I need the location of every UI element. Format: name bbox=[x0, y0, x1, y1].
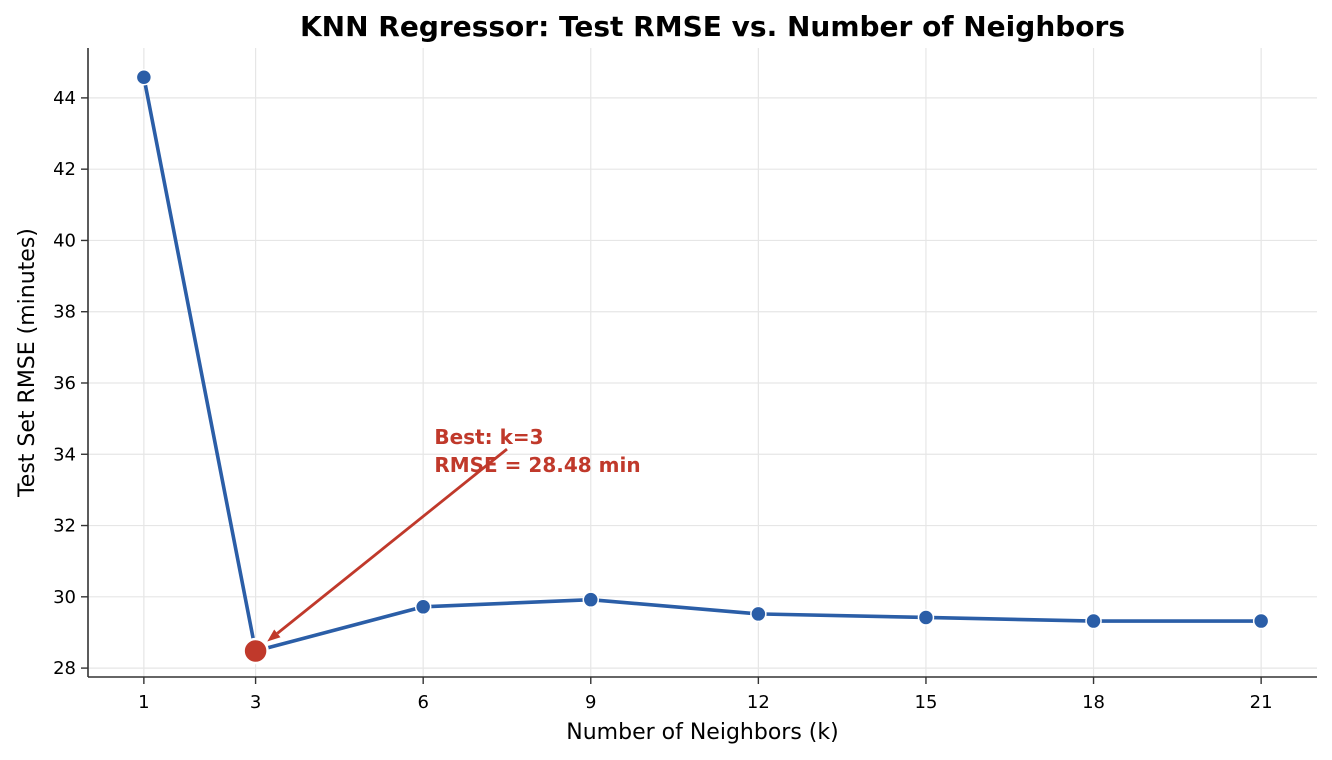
x-tick-label: 15 bbox=[915, 692, 938, 713]
y-tick-label: 32 bbox=[53, 516, 76, 537]
annotation: Best: k=3 RMSE = 28.48 min bbox=[267, 425, 641, 642]
x-tick-label: 9 bbox=[585, 692, 596, 713]
annotation-arrow bbox=[276, 448, 508, 635]
data-point bbox=[750, 605, 767, 623]
x-tick-label: 1 bbox=[138, 692, 149, 713]
annotation-line-2: RMSE = 28.48 min bbox=[434, 453, 640, 477]
axes bbox=[87, 48, 1317, 678]
annotation-text: Best: k=3 RMSE = 28.48 min bbox=[434, 425, 640, 477]
data-point bbox=[917, 609, 935, 626]
y-tick-label: 30 bbox=[53, 587, 76, 608]
data-point bbox=[1252, 612, 1270, 630]
y-tick-label: 28 bbox=[53, 658, 76, 679]
y-ticks: 28 30 32 34 36 38 40 42 44 bbox=[53, 88, 88, 679]
grid bbox=[88, 48, 1317, 677]
data-point bbox=[414, 598, 432, 616]
y-axis-label: Test Set RMSE (minutes) bbox=[15, 228, 40, 498]
y-tick-label: 34 bbox=[53, 444, 76, 465]
x-tick-label: 21 bbox=[1250, 692, 1273, 713]
chart-title: KNN Regressor: Test RMSE vs. Number of N… bbox=[300, 10, 1125, 43]
x-tick-label: 3 bbox=[250, 692, 261, 713]
data-point bbox=[1085, 612, 1102, 630]
y-tick-label: 44 bbox=[53, 88, 76, 109]
best-point-marker bbox=[242, 637, 269, 665]
x-tick-label: 6 bbox=[417, 692, 428, 713]
data-point bbox=[582, 591, 600, 608]
y-tick-label: 36 bbox=[53, 373, 76, 394]
series-line bbox=[142, 75, 1263, 653]
series bbox=[135, 68, 1270, 660]
y-tick-label: 38 bbox=[53, 302, 76, 323]
y-tick-label: 40 bbox=[53, 230, 76, 251]
x-ticks: 1 3 6 9 12 15 18 21 bbox=[138, 677, 1273, 713]
data-point bbox=[135, 68, 153, 86]
x-tick-label: 12 bbox=[747, 692, 770, 713]
annotation-line-1: Best: k=3 bbox=[434, 425, 543, 449]
x-axis-label: Number of Neighbors (k) bbox=[566, 720, 838, 745]
annotation-arrow-head bbox=[267, 629, 281, 642]
y-tick-label: 42 bbox=[53, 159, 76, 180]
x-tick-label: 18 bbox=[1082, 692, 1105, 713]
